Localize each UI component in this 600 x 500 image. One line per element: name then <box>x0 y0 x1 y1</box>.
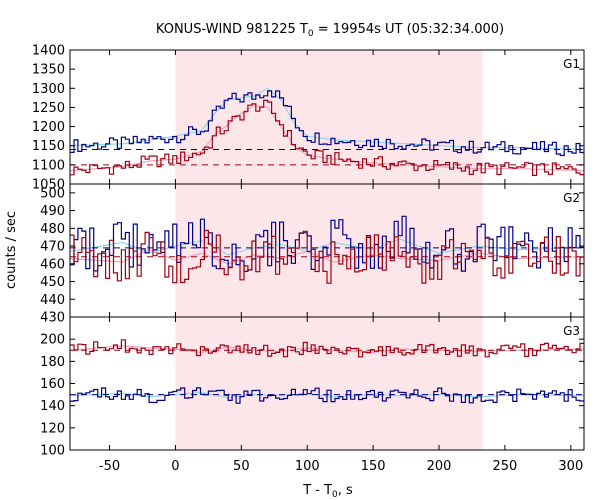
y-tick-label: 1400 <box>32 44 65 59</box>
data-series <box>70 215 584 272</box>
y-tick-label: 200 <box>40 333 65 348</box>
fit-curve <box>69 345 585 354</box>
panel-g1: 1050 1100 1150 1200 1250 1300 1350 1400 G1 <box>32 44 585 193</box>
panel-g2: 430 440 450 460 470 480 490 500 G2 <box>40 183 585 326</box>
panel-frame <box>69 316 585 451</box>
data-series <box>70 229 584 284</box>
x-tick-label: 150 <box>361 459 386 474</box>
plot-area: 1050 1100 1150 1200 1250 1300 1350 1400 G1 430 440… <box>32 44 585 459</box>
x-tick-label: 0 <box>171 459 179 474</box>
y-tick-label: 180 <box>40 355 65 370</box>
y-tick-label: 1050 <box>32 178 65 193</box>
x-tick-label: 50 <box>233 459 250 474</box>
x-tick-label: 100 <box>295 459 320 474</box>
data-series <box>70 387 584 404</box>
x-tick-label: -50 <box>99 459 120 474</box>
fit-curve <box>69 104 585 172</box>
y-axis-label: counts / sec <box>4 211 19 289</box>
chart-title: KONUS-WIND 981225 T0 = 19954s UT (05:32:… <box>156 22 504 39</box>
data-series <box>70 90 584 157</box>
y-tick-label: 500 <box>40 186 65 201</box>
y-tick-label: 1300 <box>32 82 65 97</box>
data-series <box>70 339 584 358</box>
x-axis-ticks: -50 0 50 100 150 200 250 300 <box>99 459 583 474</box>
y-tick-label: 1100 <box>32 158 65 173</box>
panel-label: G2 <box>563 191 580 205</box>
y-tick-label: 490 <box>40 204 65 219</box>
y-tick-label: 430 <box>40 311 65 326</box>
y-tick-label: 160 <box>40 377 65 392</box>
y-tick-label: 1200 <box>32 120 65 135</box>
data-series <box>70 99 584 176</box>
panel-label: G3 <box>563 324 580 338</box>
x-axis-label: T - T0, s <box>302 483 353 500</box>
panel-label: G1 <box>563 57 580 71</box>
x-tick-label: 250 <box>493 459 518 474</box>
y-tick-label: 440 <box>40 293 65 308</box>
panel-g3: 100 120 140 160 180 200 G3 <box>40 316 585 459</box>
y-tick-label: 450 <box>40 275 65 290</box>
x-tick-label: 200 <box>427 459 452 474</box>
y-tick-label: 1350 <box>32 63 65 78</box>
x-tick-label: 300 <box>558 459 583 474</box>
y-tick-label: 1250 <box>32 101 65 116</box>
y-tick-label: 460 <box>40 257 65 272</box>
y-tick-label: 480 <box>40 222 65 237</box>
y-tick-label: 1150 <box>32 139 65 154</box>
y-tick-label: 120 <box>40 421 65 436</box>
y-tick-label: 100 <box>40 444 65 459</box>
y-tick-label: 470 <box>40 240 65 255</box>
y-tick-label: 140 <box>40 399 65 414</box>
